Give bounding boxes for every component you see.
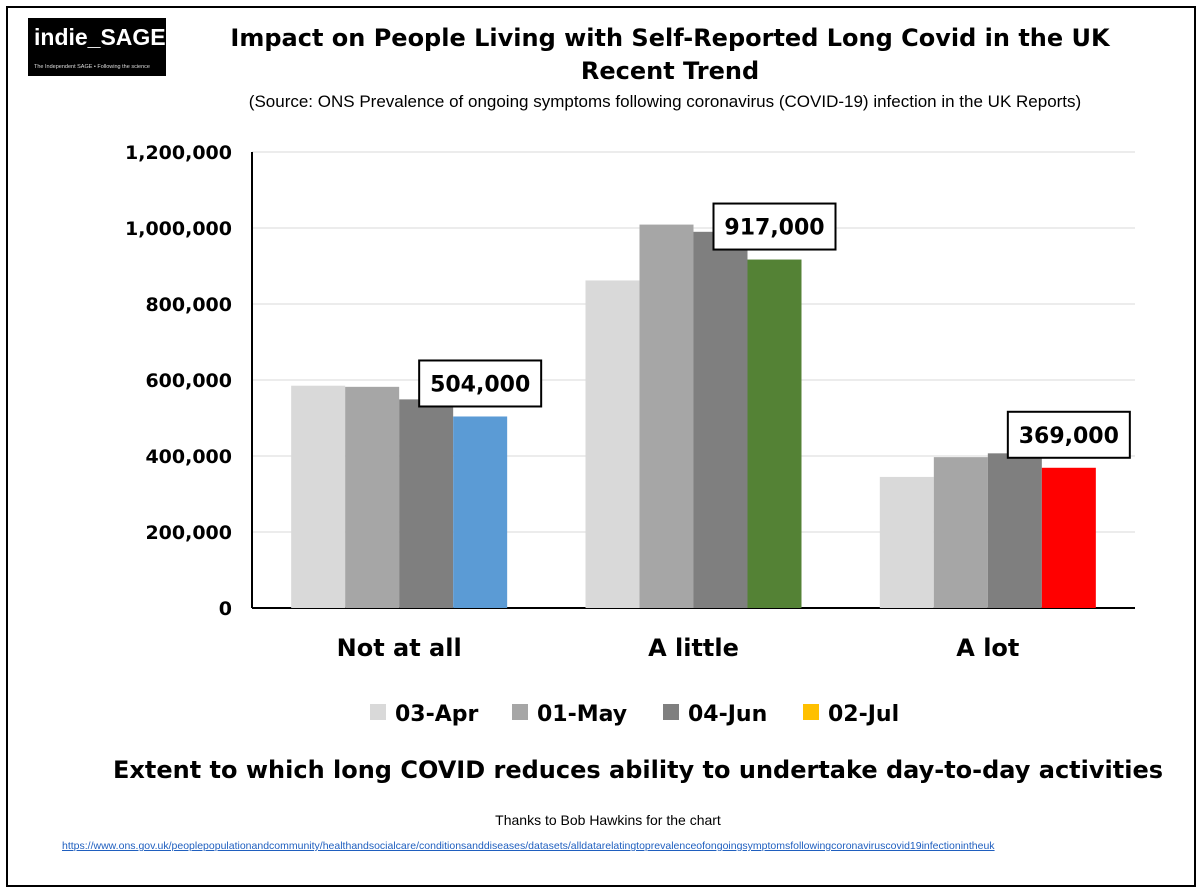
legend-label: 04-Jun <box>688 702 767 727</box>
bar <box>585 280 640 608</box>
slide-frame <box>6 6 1196 887</box>
bar <box>399 399 454 608</box>
bar <box>693 231 748 609</box>
bar <box>345 386 400 608</box>
x-axis-title: Extent to which long COVID reduces abili… <box>113 756 1163 784</box>
bar <box>747 259 802 608</box>
chart-title-line1: Impact on People Living with Self-Report… <box>230 24 1110 52</box>
x-tick-label: A little <box>648 634 739 662</box>
legend-label: 01-May <box>537 702 627 727</box>
y-tick-label: 400,000 <box>145 446 232 468</box>
x-tick-label: Not at all <box>337 634 462 662</box>
data-label: 917,000 <box>724 216 824 241</box>
chart-source: (Source: ONS Prevalence of ongoing sympt… <box>248 92 1082 111</box>
legend-swatch <box>803 704 819 720</box>
bar <box>639 224 694 608</box>
data-label: 369,000 <box>1019 424 1119 449</box>
logo-name: indie_SAGE <box>34 24 166 50</box>
bar <box>1041 467 1096 608</box>
thanks-note: Thanks to Bob Hawkins for the chart <box>495 812 721 828</box>
indie-sage-logo: indie_SAGE The Independent SAGE • Follow… <box>28 18 166 76</box>
y-tick-label: 1,000,000 <box>125 218 232 240</box>
data-label: 504,000 <box>430 372 530 397</box>
y-tick-label: 1,200,000 <box>125 142 232 164</box>
data-label-box <box>1006 410 1131 459</box>
data-label-box <box>712 202 837 251</box>
bar <box>987 453 1042 608</box>
legend-swatch <box>370 704 386 720</box>
chart-title: Impact on People Living with Self-Report… <box>170 22 1170 88</box>
bar <box>879 476 934 608</box>
logo-tagline: The Independent SAGE • Following the sci… <box>34 64 150 70</box>
legend-swatch <box>512 704 528 720</box>
y-tick-label: 200,000 <box>145 522 232 544</box>
bar <box>291 385 346 608</box>
bar <box>453 416 508 608</box>
y-tick-label: 0 <box>219 598 232 620</box>
bar <box>933 457 988 608</box>
legend-swatch <box>663 704 679 720</box>
x-tick-label: A lot <box>956 634 1019 662</box>
legend-label: 02-Jul <box>828 702 899 727</box>
legend-label: 03-Apr <box>395 702 479 727</box>
y-tick-label: 600,000 <box>145 370 232 392</box>
y-tick-label: 800,000 <box>145 294 232 316</box>
source-link[interactable]: https://www.ons.gov.uk/peoplepopulationa… <box>62 840 995 852</box>
chart-title-line2: Recent Trend <box>580 57 760 85</box>
data-label-box <box>418 359 543 408</box>
